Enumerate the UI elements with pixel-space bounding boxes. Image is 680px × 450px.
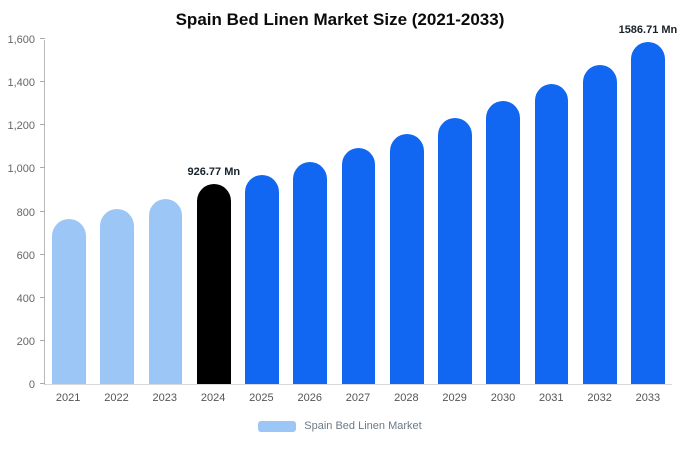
x-tick-label: 2026	[297, 392, 322, 404]
bar-column	[479, 40, 527, 384]
bar-2033	[631, 41, 665, 384]
bar-2027	[341, 147, 376, 384]
bar-2028	[389, 133, 424, 384]
x-tick-label: 2032	[587, 392, 612, 404]
bar-2024	[196, 184, 231, 384]
bar-column	[286, 40, 334, 384]
y-tick-mark	[40, 339, 45, 341]
y-tick-label: 1,200	[7, 120, 35, 133]
bar-2026	[293, 161, 328, 384]
y-tick-label: 1,400	[7, 77, 35, 90]
x-tick-label: 2022	[104, 392, 129, 404]
bar-column	[334, 40, 382, 384]
x-tick-label: 2027	[345, 392, 371, 404]
bar-2031	[534, 83, 569, 384]
bar-2022	[100, 209, 135, 384]
y-axis: 0 200 400 600 800 1,000 1,200 1,400 1,600	[0, 34, 44, 391]
x-tick-label: 2024	[200, 392, 226, 404]
y-tick-mark	[40, 38, 45, 39]
bar-2029	[438, 117, 472, 384]
x-tick-label: 2028	[394, 392, 419, 404]
bar-2025	[245, 174, 279, 384]
legend: Spain Bed Linen Market	[0, 420, 680, 432]
x-tick-label: 2031	[539, 392, 564, 404]
chart-body: 0 200 400 600 800 1,000 1,200 1,400 1,600 926.77…	[0, 24, 677, 391]
bar-column	[141, 40, 189, 384]
bar-value-label: 1586.71 Mn	[618, 23, 678, 36]
x-tick-label: 2029	[442, 392, 467, 404]
y-tick-label: 1,600	[7, 34, 35, 46]
y-tick-label: 600	[16, 249, 35, 262]
bar-column	[576, 40, 624, 384]
y-tick-mark	[40, 383, 45, 384]
y-tick-label: 1,000	[7, 163, 35, 176]
bar-column	[238, 40, 286, 384]
y-tick-label: 800	[16, 206, 35, 219]
bar-2030	[486, 101, 521, 384]
bar-column	[431, 40, 479, 384]
bar-column: 926.77 Mn	[187, 40, 241, 384]
legend-swatch	[258, 420, 297, 432]
y-tick-label: 400	[16, 292, 35, 305]
y-tick-mark	[40, 210, 45, 212]
y-tick-label: 0	[28, 379, 35, 391]
bar-value-label: 926.77 Mn	[187, 166, 241, 179]
x-tick-label: 2025	[249, 392, 274, 404]
bar-2032	[582, 64, 617, 384]
bar-2023	[148, 198, 183, 384]
chart-title: Spain Bed Linen Market Size (2021-2033)	[175, 10, 505, 29]
bar-column	[93, 40, 141, 384]
bar-column	[45, 40, 93, 384]
plot-area: 926.77 Mn 1586.71 Mn	[40, 24, 677, 385]
y-tick-mark	[40, 124, 45, 126]
bar-2021	[52, 219, 86, 384]
x-tick-label: 2033	[635, 392, 661, 404]
y-tick-mark	[40, 296, 45, 298]
bar-column	[527, 40, 575, 384]
x-tick-label: 2030	[490, 392, 516, 404]
bar-column	[383, 40, 431, 384]
y-tick-mark	[40, 81, 45, 83]
y-tick-mark	[40, 167, 45, 169]
x-tick-label: 2023	[152, 392, 178, 404]
x-axis: 2021 2022 2023 2024 2025 2026 2027 2028 2029 2030…	[44, 385, 672, 404]
x-tick-label: 2021	[55, 392, 81, 404]
legend-label: Spain Bed Linen Market	[304, 420, 422, 432]
bar-column: 1586.71 Mn	[619, 24, 677, 384]
y-tick-label: 200	[16, 335, 35, 348]
y-tick-mark	[40, 253, 45, 255]
